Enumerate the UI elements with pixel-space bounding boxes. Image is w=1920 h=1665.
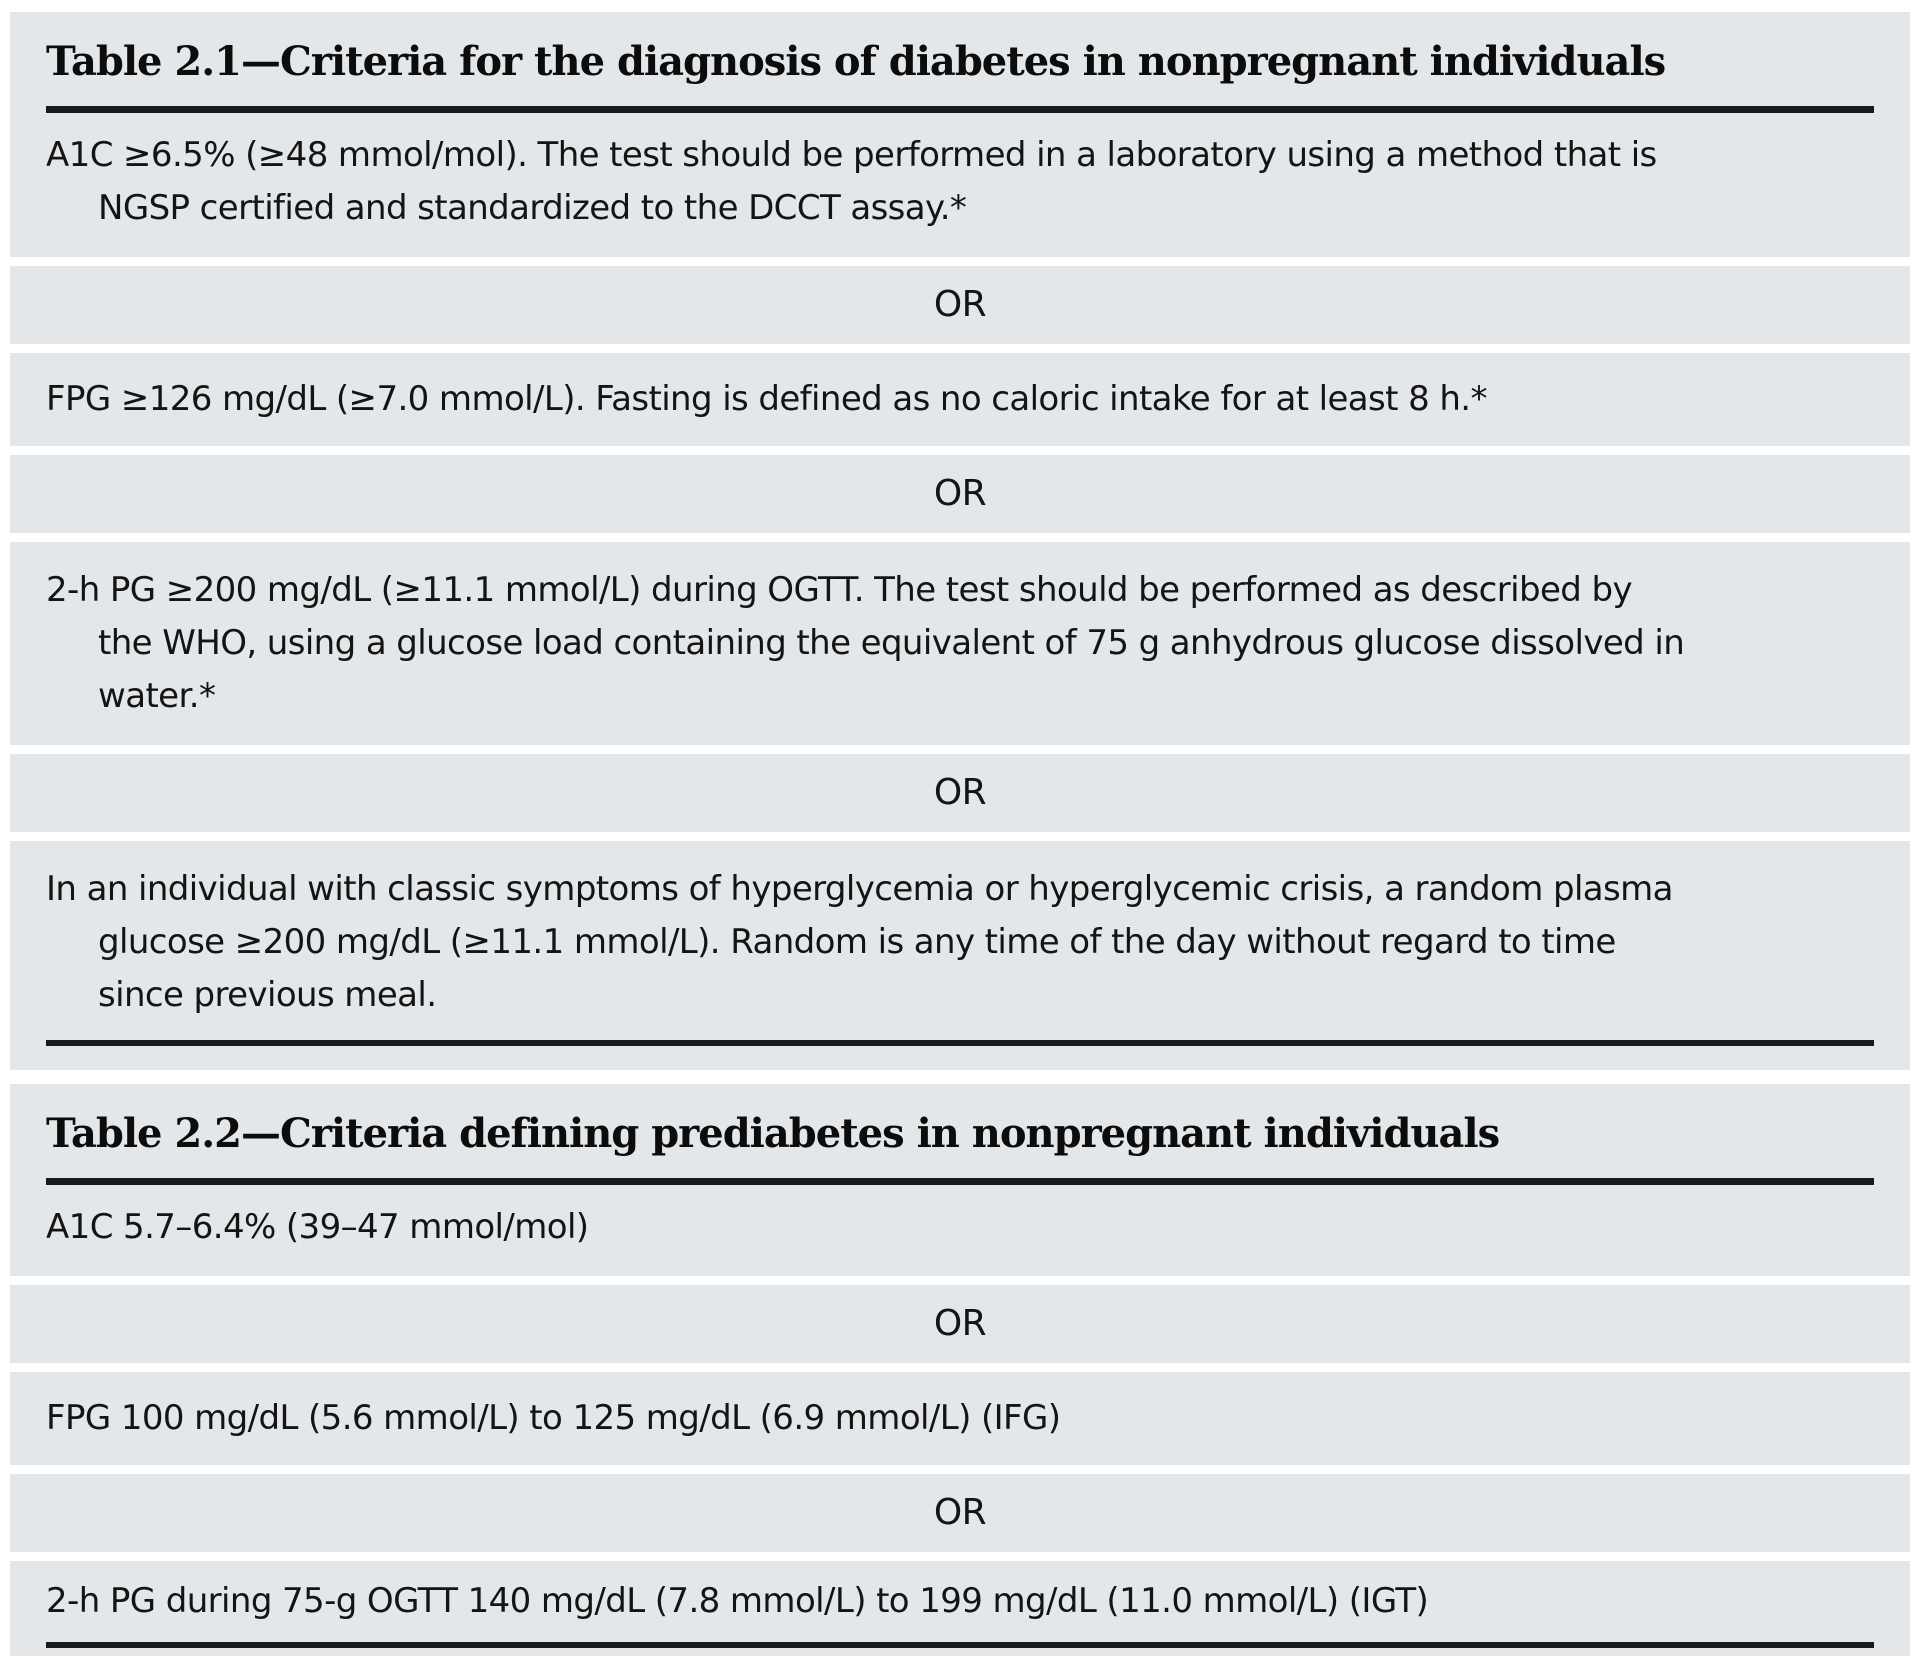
or-separator-label: OR [933, 284, 987, 325]
table-2-2-prediabetes-criteria: Table 2.2—Criteria defining prediabetes … [10, 1084, 1910, 1656]
or-separator-label: OR [933, 473, 987, 514]
criterion-row-a1c: A1C ≥6.5% (≥48 mmol/mol). The test shoul… [46, 135, 1657, 228]
or-separator-band: OR [10, 455, 1910, 533]
table-2-2-header-band: Table 2.2—Criteria defining prediabetes … [10, 1084, 1910, 1276]
criterion-band-2h-pg-range: 2-h PG during 75-g OGTT 140 mg/dL (7.8 m… [10, 1561, 1910, 1656]
or-separator-band: OR [10, 754, 1910, 832]
criterion-row-random-glucose: In an individual with classic symptoms o… [46, 869, 1674, 1015]
criterion-band-fpg: FPG ≥126 mg/dL (≥7.0 mmol/L). Fasting is… [10, 353, 1910, 446]
table-2-1-bottom-rule [46, 1040, 1874, 1046]
or-separator-band: OR [10, 266, 1910, 344]
or-separator-band: OR [10, 1474, 1910, 1552]
criterion-band-random-glucose: In an individual with classic symptoms o… [10, 841, 1910, 1070]
criterion-band-fpg-range: FPG 100 mg/dL (5.6 mmol/L) to 125 mg/dL … [10, 1372, 1910, 1465]
criterion-row-2h-pg-range: 2-h PG during 75-g OGTT 140 mg/dL (7.8 m… [46, 1581, 1429, 1621]
table-2-1-title-rule [46, 106, 1874, 113]
criterion-band-2h-pg: 2-h PG ≥200 mg/dL (≥11.1 mmol/L) during … [10, 542, 1910, 745]
table-2-2-title: Table 2.2—Criteria defining prediabetes … [46, 1110, 1500, 1157]
table-2-2-bottom-rule [46, 1642, 1874, 1648]
criterion-row-a1c-range: A1C 5.7–6.4% (39–47 mmol/mol) [46, 1207, 589, 1247]
or-separator-band: OR [10, 1285, 1910, 1363]
table-2-2-title-rule [46, 1178, 1874, 1185]
table-2-1-title: Table 2.1—Criteria for the diagnosis of … [46, 38, 1666, 85]
or-separator-label: OR [933, 1303, 987, 1344]
or-separator-label: OR [933, 772, 987, 813]
table-2-1-diagnosis-criteria: Table 2.1—Criteria for the diagnosis of … [10, 12, 1910, 1070]
criterion-row-fpg: FPG ≥126 mg/dL (≥7.0 mmol/L). Fasting is… [46, 379, 1488, 419]
table-2-1-header-band: Table 2.1—Criteria for the diagnosis of … [10, 12, 1910, 257]
criterion-row-fpg-range: FPG 100 mg/dL (5.6 mmol/L) to 125 mg/dL … [46, 1398, 1061, 1438]
or-separator-label: OR [933, 1492, 987, 1533]
criterion-row-2h-pg: 2-h PG ≥200 mg/dL (≥11.1 mmol/L) during … [46, 570, 1685, 716]
